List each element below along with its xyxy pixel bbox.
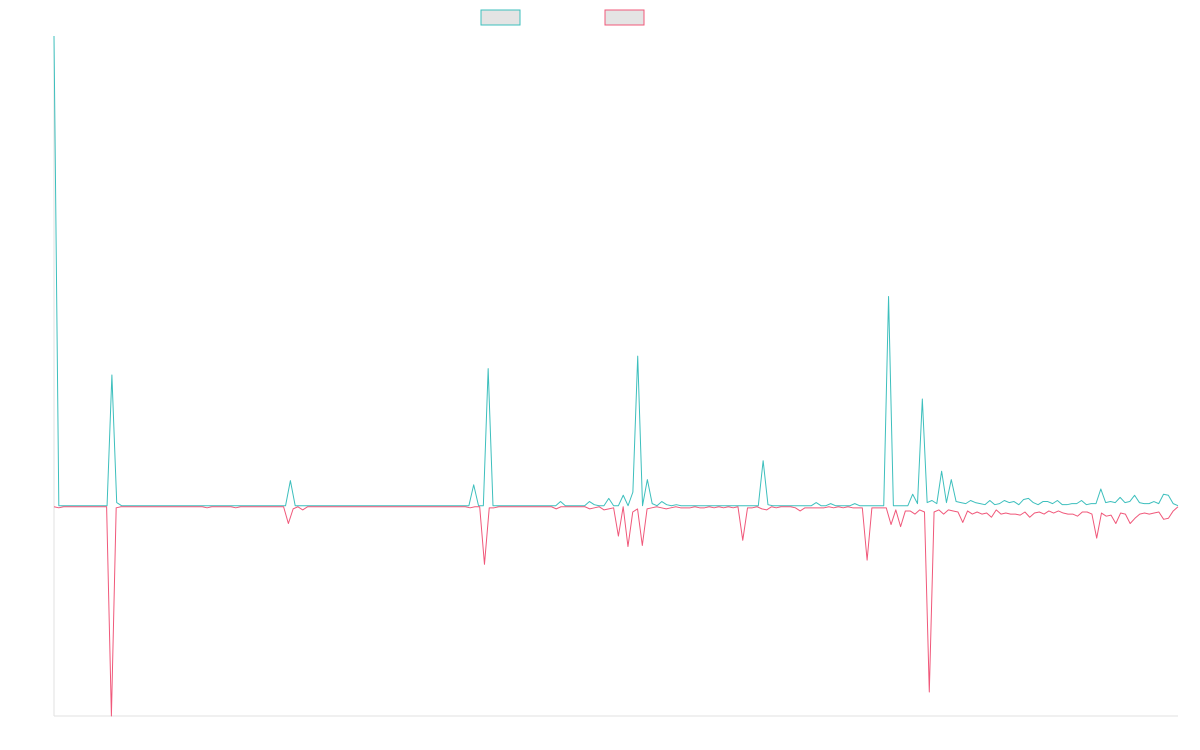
series-line-2	[53, 506, 1179, 717]
legend	[480, 9, 645, 26]
legend-swatch-2	[604, 9, 645, 26]
series-lines	[53, 35, 1179, 717]
series-line-1	[53, 35, 1179, 507]
axes	[53, 36, 1178, 717]
legend-swatch-1	[480, 9, 521, 26]
